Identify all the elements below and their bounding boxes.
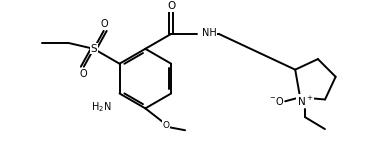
Text: S: S	[91, 44, 97, 54]
Text: N$^+$: N$^+$	[297, 95, 313, 108]
Text: O: O	[79, 69, 87, 79]
Text: O: O	[167, 1, 175, 11]
Text: O: O	[163, 121, 170, 130]
Text: $^{-}$O: $^{-}$O	[269, 95, 284, 107]
Text: O: O	[101, 19, 109, 29]
Text: NH: NH	[202, 28, 217, 38]
Text: H$_2$N: H$_2$N	[91, 100, 112, 114]
